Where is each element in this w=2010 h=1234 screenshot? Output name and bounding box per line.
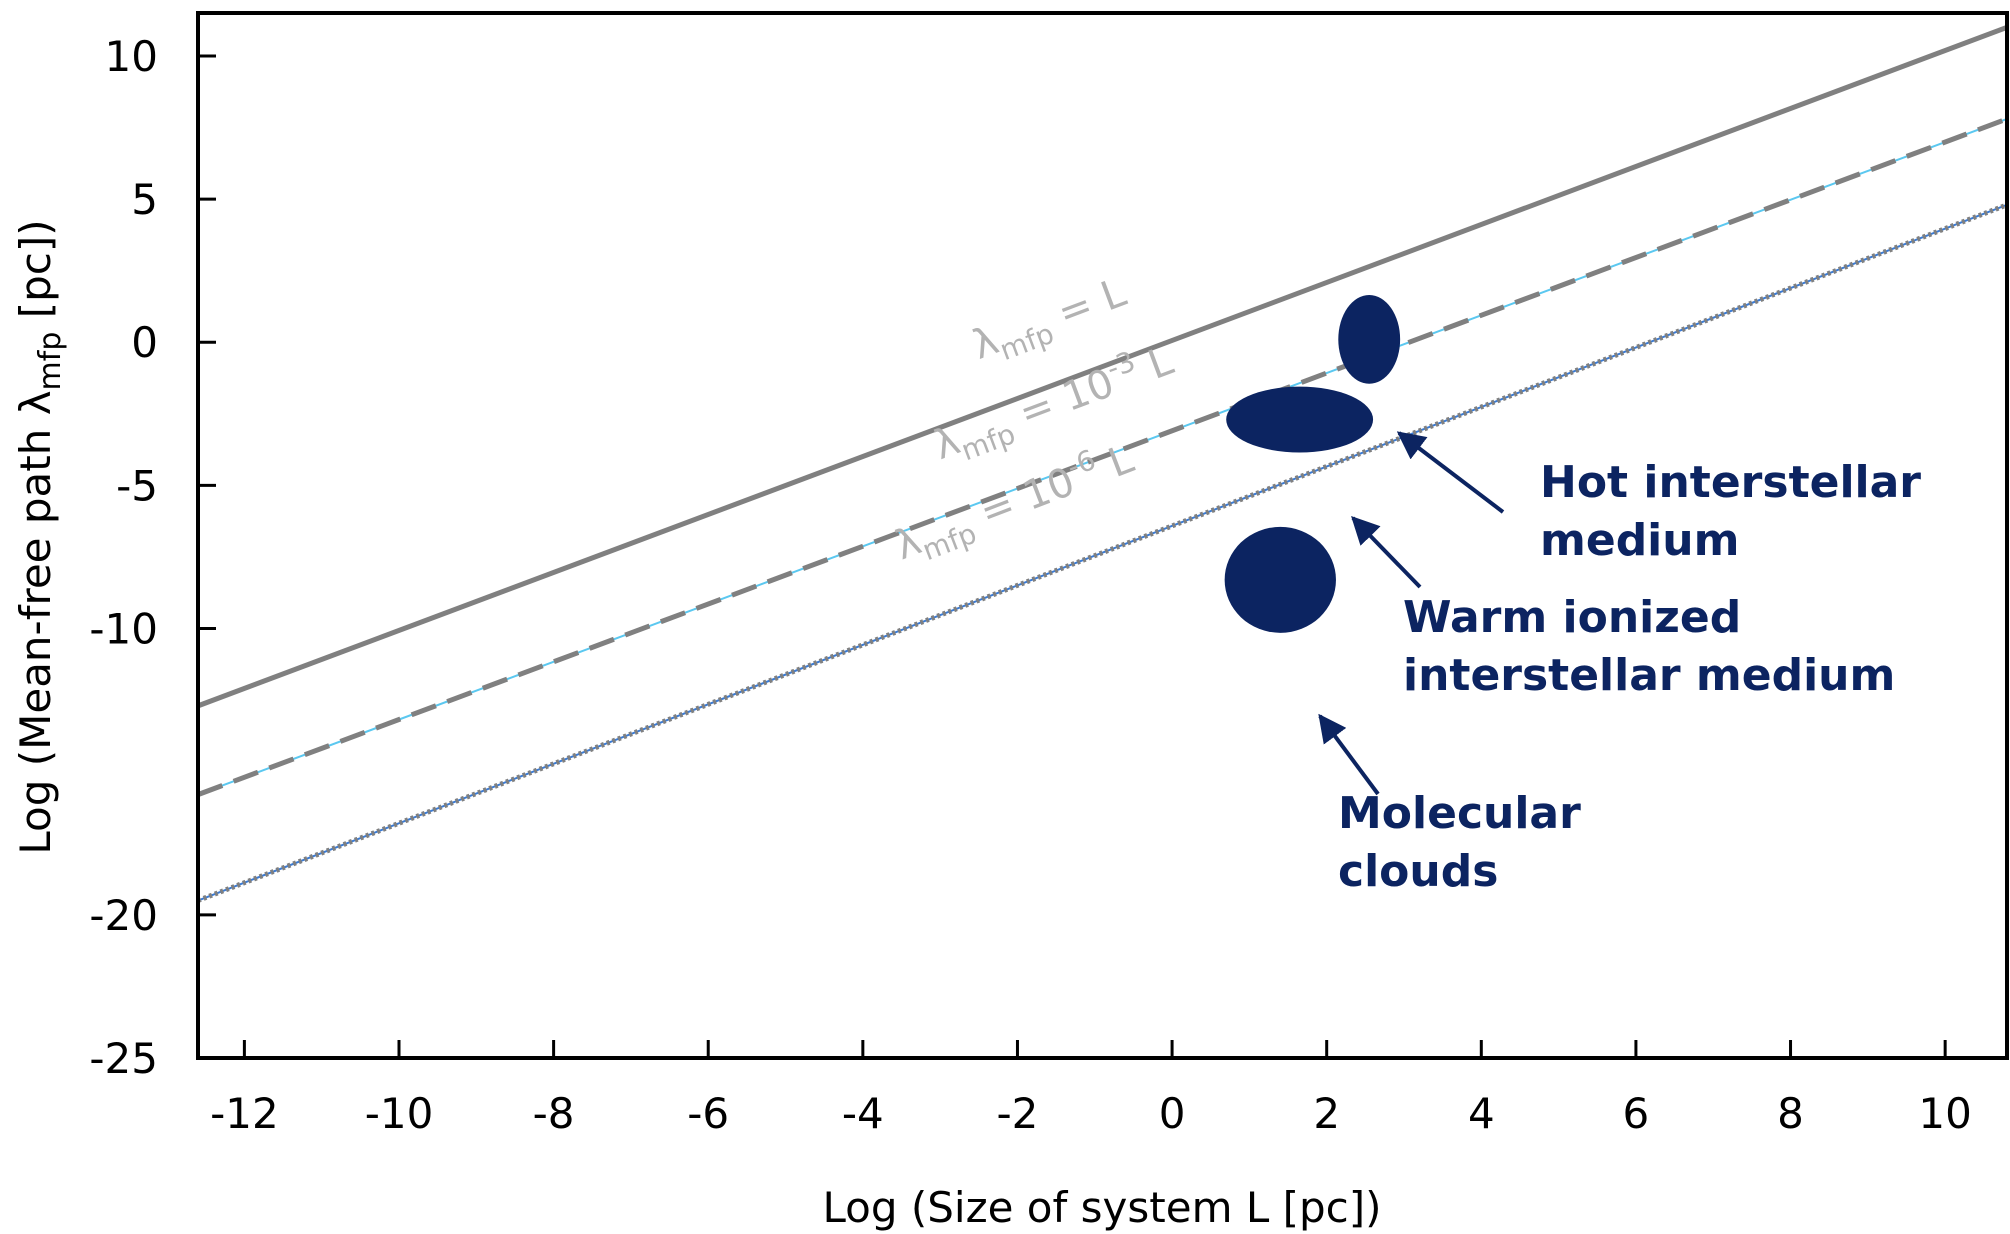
y-axis-title: Log (Mean-free path λmfp [pc]) [11, 219, 68, 854]
y-tick-label: -10 [89, 605, 158, 654]
series-label-2: λmfp = 10-6 L [886, 430, 1142, 576]
x-tick-label: -8 [533, 1089, 575, 1138]
region-arrow-1 [1351, 515, 1422, 589]
labels-layer: Hot interstellar medium Warm ionized inters… [886, 269, 1922, 897]
series-label-tail: L [1130, 338, 1180, 394]
region-arrow-2 [1318, 713, 1380, 796]
region-ellipse-1 [1226, 386, 1374, 453]
x-tick-label: 0 [1159, 1089, 1186, 1138]
region-label-line: Hot interstellar [1540, 457, 1921, 508]
x-tick-label: -4 [842, 1089, 884, 1138]
region-label-1: Warm ionized interstellar medium [1403, 592, 1895, 701]
region-ellipse-2 [1224, 526, 1336, 633]
regions-layer [1224, 295, 1401, 633]
x-tick-label: -2 [997, 1089, 1039, 1138]
region-label-line: medium [1540, 515, 1739, 566]
series-label-rest: = L [1040, 269, 1133, 341]
region-label-0: Hot interstellar medium [1540, 457, 1921, 566]
region-label-line: Warm ionized [1403, 592, 1741, 643]
region-label-line: Molecular [1338, 788, 1581, 839]
x-axis-title: Log (Size of system L [pc]) [822, 1183, 1381, 1232]
series-line-2 [198, 202, 2007, 903]
y-tick-label: 0 [131, 318, 158, 367]
region-label-line: interstellar medium [1403, 650, 1895, 701]
region-arrow-0 [1396, 431, 1505, 514]
x-tick-label: 8 [1777, 1089, 1804, 1138]
y-axis: 10 5 0 -5 -10 -20 -25 [89, 32, 216, 1083]
x-tick-label: -12 [210, 1089, 279, 1138]
region-ellipse-0 [1338, 295, 1401, 384]
series-label-1: λmfp = 10-3 L [925, 332, 1182, 475]
y-tick-label: 10 [105, 32, 158, 81]
y-axis-title-suffix: [pc]) [11, 219, 60, 331]
y-axis-title-sub: mfp [33, 332, 68, 391]
x-tick-label: 10 [1918, 1089, 1971, 1138]
y-axis-title-prefix: Log (Mean-free path λ [11, 390, 60, 854]
x-tick-label: -6 [687, 1089, 729, 1138]
y-tick-label: -25 [89, 1034, 158, 1083]
x-tick-label: 6 [1623, 1089, 1650, 1138]
y-tick-label: 5 [131, 175, 158, 224]
series-layer [198, 24, 2007, 903]
region-label-2: Molecular clouds [1338, 788, 1581, 897]
region-label-line: clouds [1338, 846, 1498, 897]
x-axis: -12 -10 -8 -6 -4 -2 0 2 4 6 8 10 [210, 1040, 1972, 1138]
series-label-rest: = 10 [962, 459, 1081, 541]
x-tick-label: 4 [1468, 1089, 1495, 1138]
series-line-1 [198, 116, 2007, 797]
x-tick-label: 2 [1313, 1089, 1340, 1138]
plot-frame [196, 11, 2009, 1060]
y-tick-label: -5 [116, 461, 158, 510]
series-label-rest: = 10 [1001, 360, 1120, 442]
y-tick-label: -20 [89, 891, 158, 940]
series-line-0 [198, 24, 2007, 709]
x-tick-label: -10 [365, 1089, 434, 1138]
